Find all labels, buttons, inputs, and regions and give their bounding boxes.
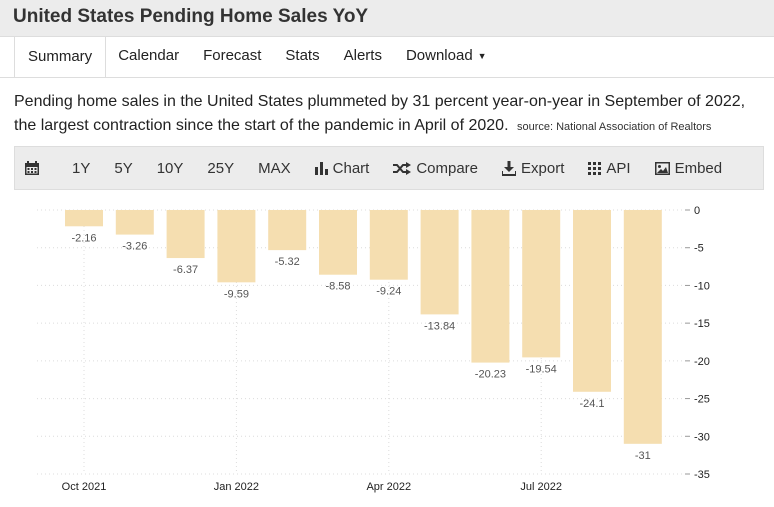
bar-aug-2022 bbox=[573, 210, 611, 392]
chart-button[interactable]: Chart bbox=[303, 160, 382, 177]
caret-down-icon: ▼ bbox=[477, 51, 487, 62]
embed-button[interactable]: Embed bbox=[643, 160, 735, 177]
range-25y-button[interactable]: 25Y bbox=[207, 159, 235, 177]
data-label: -9.24 bbox=[376, 286, 401, 298]
x-axis: Oct 2021 Jan 2022 Apr 2022 Jul 2022 bbox=[62, 481, 562, 493]
api-button-label: API bbox=[606, 159, 631, 177]
compare-button-label: Compare bbox=[416, 159, 479, 177]
bar-layer bbox=[65, 210, 662, 444]
data-label: -24.1 bbox=[579, 398, 604, 410]
value-label-layer: -2.16 -3.26 -6.37 -9.59 -5.32 -8.58 -9.24 -13.8… bbox=[71, 232, 650, 462]
bar-may-2022 bbox=[420, 210, 459, 315]
export-button-label: Export bbox=[521, 159, 565, 177]
bar-apr-2022 bbox=[369, 210, 408, 280]
bar-chart-icon bbox=[314, 161, 328, 175]
summary-body: Pending home sales in the United States … bbox=[14, 93, 746, 134]
data-label: -9.59 bbox=[224, 288, 249, 300]
range-1y-button[interactable]: 1Y bbox=[72, 159, 91, 177]
embed-button-label: Embed bbox=[674, 159, 723, 177]
tab-alerts[interactable]: Alerts bbox=[343, 47, 382, 64]
tabs-divider bbox=[0, 77, 774, 78]
range-5y-button[interactable]: 5Y bbox=[114, 159, 133, 177]
y-tick-label: -10 bbox=[694, 280, 710, 292]
y-tick-label: -20 bbox=[694, 356, 710, 368]
bar-sep-2022 bbox=[623, 210, 662, 444]
grid-layer bbox=[37, 209, 685, 475]
bar-jun-2022 bbox=[471, 210, 510, 363]
export-button[interactable]: Export bbox=[490, 160, 576, 177]
x-tick-label: Jul 2022 bbox=[520, 481, 562, 493]
source-note: source: National Association of Realtors bbox=[516, 121, 712, 133]
bar-feb-2022 bbox=[268, 210, 307, 251]
x-tick-label: Jan 2022 bbox=[214, 481, 259, 493]
data-label: -8.58 bbox=[325, 281, 350, 293]
tab-calendar[interactable]: Calendar bbox=[118, 47, 180, 64]
y-tick-label: -5 bbox=[694, 243, 704, 255]
summary-text: Pending home sales in the United States … bbox=[14, 90, 770, 139]
chart-button-label: Chart bbox=[332, 159, 370, 177]
data-label: -5.32 bbox=[275, 256, 300, 268]
y-tick-label: -35 bbox=[694, 469, 710, 481]
range-10y-button[interactable]: 10Y bbox=[156, 159, 184, 177]
tab-stats[interactable]: Stats bbox=[285, 47, 320, 64]
compare-button[interactable]: Compare bbox=[381, 160, 490, 177]
tab-download[interactable]: Download ▼ bbox=[394, 36, 499, 76]
page-title: United States Pending Home Sales YoY bbox=[13, 6, 369, 27]
y-tick-label: -25 bbox=[694, 394, 710, 406]
data-label: -31 bbox=[635, 450, 651, 462]
tab-bar: Summary Calendar Forecast Stats Alerts D… bbox=[14, 36, 499, 78]
x-tick-label: Oct 2021 bbox=[62, 481, 107, 493]
title-bar: United States Pending Home Sales YoY bbox=[0, 0, 774, 37]
download-icon bbox=[502, 160, 517, 176]
grid-icon bbox=[588, 161, 602, 175]
data-label: -2.16 bbox=[71, 232, 96, 244]
shuffle-icon bbox=[393, 161, 412, 175]
tab-forecast[interactable]: Forecast bbox=[203, 47, 262, 64]
bar-oct-2021 bbox=[65, 210, 103, 227]
bar-jul-2022 bbox=[522, 210, 561, 358]
bar-jan-2022 bbox=[217, 210, 256, 283]
bar-mar-2022 bbox=[319, 210, 357, 275]
range-max-button[interactable]: MAX bbox=[258, 159, 291, 177]
bar-dec-2021 bbox=[166, 210, 205, 259]
y-axis: 0 -5 -10 -15 -20 -25 -30 -35 bbox=[685, 205, 710, 481]
bar-chart: -2.16 -3.26 -6.37 -9.59 -5.32 -8.58 -9.24 -13.8… bbox=[37, 205, 710, 493]
bar-nov-2021 bbox=[115, 210, 154, 235]
calendar-icon bbox=[25, 161, 39, 175]
tab-download-label: Download bbox=[405, 47, 473, 64]
y-tick-label: -30 bbox=[694, 431, 710, 443]
data-label: -20.23 bbox=[475, 369, 506, 381]
data-label: -3.26 bbox=[122, 241, 147, 253]
image-icon bbox=[654, 161, 670, 175]
chart-toolbar: 1Y 5Y 10Y 25Y MAX Chart Compare Export A… bbox=[14, 146, 764, 190]
y-tick-label: 0 bbox=[694, 205, 700, 217]
data-label: -13.84 bbox=[424, 320, 455, 332]
x-tick-label: Apr 2022 bbox=[366, 481, 411, 493]
data-label: -6.37 bbox=[173, 264, 198, 276]
api-button[interactable]: API bbox=[576, 160, 642, 177]
data-label: -19.54 bbox=[526, 363, 557, 375]
y-tick-label: -15 bbox=[694, 318, 710, 330]
tab-summary[interactable]: Summary bbox=[14, 36, 107, 78]
calendar-button[interactable] bbox=[15, 161, 60, 175]
